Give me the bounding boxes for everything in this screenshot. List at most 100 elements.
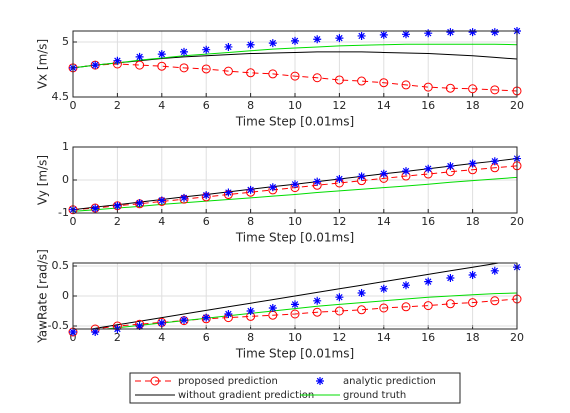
x-tick-label: 8	[247, 331, 254, 344]
marker	[402, 281, 410, 290]
marker	[113, 201, 122, 210]
legend-label: without gradient prediction	[178, 390, 314, 401]
y-tick-label: 0	[62, 289, 69, 302]
x-tick-label: 2	[114, 215, 121, 228]
axes-box	[72, 146, 518, 214]
x-tick-label: 8	[247, 215, 254, 228]
y-tick-label: 1	[62, 140, 69, 153]
marker	[490, 296, 500, 306]
x-tick-label: 18	[466, 99, 480, 112]
series-line	[101, 292, 517, 329]
marker	[91, 61, 100, 70]
marker	[157, 50, 166, 59]
marker	[180, 193, 188, 202]
x-tick-label: 14	[377, 99, 391, 112]
marker	[135, 199, 144, 208]
marker	[290, 71, 300, 81]
marker	[468, 84, 478, 94]
x-tick-label: 2	[114, 99, 121, 112]
marker	[135, 322, 144, 330]
marker	[291, 36, 299, 45]
marker	[224, 42, 233, 51]
marker	[446, 28, 455, 37]
marker	[224, 188, 233, 197]
marker	[402, 30, 410, 39]
y-tick-label: 4.5	[52, 90, 70, 103]
marker	[201, 64, 211, 74]
marker	[335, 293, 344, 302]
marker	[423, 301, 433, 311]
marker	[313, 177, 322, 186]
series-line	[88, 263, 502, 329]
marker	[312, 307, 322, 317]
x-tick-label: 12	[332, 99, 346, 112]
marker	[468, 28, 477, 37]
x-tick-label: 20	[510, 99, 524, 112]
x-tick-label: 20	[510, 215, 524, 228]
marker	[490, 266, 499, 275]
marker	[423, 82, 433, 92]
marker	[202, 191, 211, 200]
marker	[69, 328, 77, 336]
y-axis-label: Vx [m/s]	[36, 39, 50, 89]
legend-label: analytic prediction	[343, 376, 436, 387]
axes-box	[72, 30, 518, 98]
marker	[224, 310, 233, 318]
marker	[468, 271, 477, 279]
series-line	[73, 51, 517, 69]
marker	[180, 316, 188, 324]
marker	[379, 30, 388, 39]
x-tick-label: 10	[288, 99, 302, 112]
x-tick-label: 14	[377, 215, 391, 228]
marker	[135, 52, 144, 61]
marker	[202, 45, 211, 54]
marker	[113, 56, 122, 65]
marker	[424, 164, 433, 173]
marker	[357, 289, 366, 297]
marker	[313, 35, 322, 44]
marker	[268, 69, 278, 79]
marker	[445, 299, 455, 309]
marker	[335, 34, 344, 43]
marker	[402, 167, 410, 176]
marker	[334, 75, 344, 85]
x-tick-label: 14	[377, 331, 391, 344]
marker	[379, 284, 388, 293]
x-tick-label: 16	[421, 99, 435, 112]
marker	[246, 185, 255, 194]
x-tick-label: 18	[466, 331, 480, 344]
series-group	[73, 43, 517, 92]
x-tick-label: 8	[247, 99, 254, 112]
series-line	[73, 176, 517, 212]
marker	[379, 303, 389, 313]
marker	[468, 298, 478, 308]
marker	[91, 328, 100, 336]
marker	[379, 78, 389, 88]
x-tick-label: 4	[158, 99, 165, 112]
x-tick-label: 2	[114, 331, 121, 344]
y-tick-label: -0.5	[48, 319, 69, 332]
marker	[157, 196, 166, 205]
marker	[246, 68, 256, 78]
marker	[424, 29, 433, 38]
x-tick-label: 4	[158, 215, 165, 228]
marker	[401, 302, 411, 312]
marker	[334, 306, 344, 316]
x-tick-label: 0	[70, 331, 77, 344]
x-tick-label: 6	[203, 215, 210, 228]
y-tick-label: -1	[58, 206, 69, 219]
series-group	[88, 263, 517, 329]
marker	[268, 39, 277, 48]
marker	[157, 319, 166, 327]
marker	[357, 305, 367, 315]
x-tick-label: 0	[70, 215, 77, 228]
marker	[335, 175, 344, 184]
marker	[223, 66, 233, 76]
marker	[268, 304, 277, 312]
marker	[445, 83, 455, 93]
marker	[291, 300, 299, 309]
marker	[291, 180, 299, 189]
x-tick-label: 10	[288, 215, 302, 228]
marker	[357, 31, 366, 40]
